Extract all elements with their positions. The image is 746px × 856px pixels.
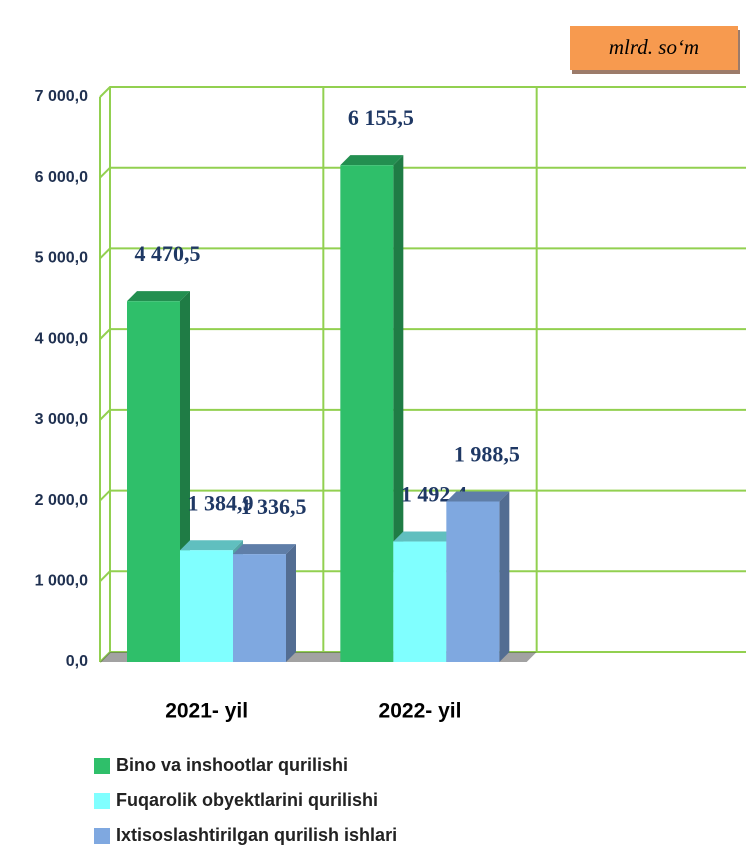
- bar-top: [446, 491, 510, 502]
- bar: [233, 554, 286, 662]
- value-label: 1 988,5: [454, 442, 520, 467]
- y-tick-label: 2 000,0: [35, 492, 88, 509]
- bar: [393, 541, 447, 662]
- value-label: 4 470,5: [135, 241, 201, 266]
- bar: [446, 501, 500, 662]
- grid-line: [99, 166, 746, 179]
- legend-label: Ixtisoslashtirilgan qurilish ishlari: [116, 825, 397, 845]
- legend-swatch: [94, 828, 110, 844]
- y-tick-label: 6 000,0: [35, 169, 88, 186]
- bar: [180, 550, 233, 662]
- grid-line: [99, 328, 746, 340]
- legend-label: Bino va inshootlar qurilishi: [116, 755, 348, 775]
- value-label: 1 336,5: [241, 494, 307, 519]
- grid-line: [99, 489, 746, 502]
- y-tick-label: 1 000,0: [35, 573, 88, 590]
- grid-line: [99, 86, 746, 98]
- y-tick-label: 3 000,0: [35, 411, 88, 428]
- bar-side: [286, 544, 296, 662]
- legend-swatch: [94, 793, 110, 809]
- legend-label: Fuqarolik obyektlarini qurilishi: [116, 790, 378, 810]
- unit-box: [570, 26, 738, 70]
- bar-side: [499, 491, 510, 662]
- legend-swatch: [94, 758, 110, 774]
- bar-top: [393, 531, 457, 542]
- x-tick-label: 2021- yil: [165, 700, 248, 723]
- y-tick-label: 4 000,0: [35, 330, 88, 347]
- bar-top: [340, 155, 404, 166]
- bar-top: [127, 291, 190, 302]
- y-tick-label: 7 000,0: [35, 88, 88, 105]
- grid-line: [99, 408, 746, 421]
- y-tick-label: 0,0: [66, 653, 88, 670]
- bar-top: [180, 540, 243, 551]
- x-tick-label: 2022- yil: [379, 700, 462, 723]
- value-label: 6 155,5: [348, 105, 414, 130]
- grid-line: [99, 570, 746, 582]
- bar: [127, 301, 180, 662]
- y-tick-label: 5 000,0: [35, 250, 88, 267]
- bar: [340, 165, 394, 662]
- value-label: 1 384,9: [188, 490, 254, 515]
- bar-top: [233, 544, 296, 555]
- unit-label: mlrd. so‘m: [609, 35, 699, 59]
- grid-line: [99, 247, 746, 260]
